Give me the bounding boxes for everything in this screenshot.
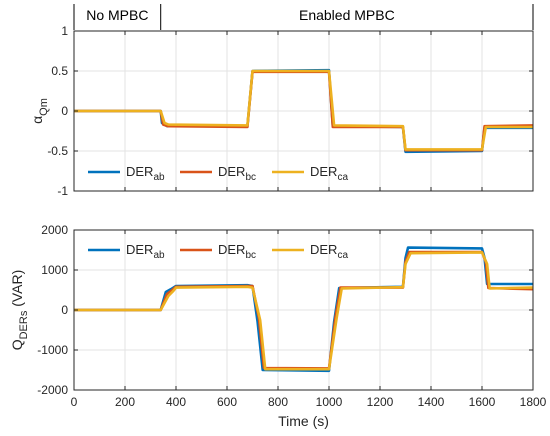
y-tick-label: -1 — [57, 184, 68, 198]
q-panel: -2000 -1000 0 1000 2000 0 200 400 600 800 1000 1200… — [9, 223, 547, 429]
x-tick-label: 1200 — [367, 395, 394, 409]
y-tick-label: 1000 — [41, 263, 68, 277]
y-tick-label: -1000 — [37, 343, 68, 357]
y-tick-label: 0 — [61, 303, 68, 317]
alpha-panel: -1 -0.5 0 0.5 1 αQm DERab DERbc DERca — [29, 24, 534, 198]
legend-label-ca: DERca — [310, 164, 348, 183]
x-axis-label: Time (s) — [278, 413, 329, 429]
legend-label-ab: DERab — [126, 164, 165, 183]
phase-label-right: Enabled MPBC — [299, 7, 395, 23]
y-tick-label: 0 — [61, 104, 68, 118]
legend-label-ca: DERca — [310, 242, 348, 261]
x-tick-label: 800 — [268, 395, 288, 409]
y-tick-label: -0.5 — [47, 144, 68, 158]
series-line-ca — [74, 69, 533, 151]
x-tick-label: 200 — [115, 395, 135, 409]
y-tick-label: 1 — [61, 24, 68, 38]
y-tick-label: 0.5 — [51, 64, 68, 78]
y-tick-label: 2000 — [41, 223, 68, 237]
x-tick-label: 1800 — [520, 395, 547, 409]
series-line-ab — [74, 246, 533, 373]
phase-banner: No MPBC Enabled MPBC — [73, 4, 534, 30]
phase-label-left: No MPBC — [86, 7, 148, 23]
x-tick-label: 0 — [71, 395, 78, 409]
x-tick-label: 400 — [166, 395, 186, 409]
legend-label-ab: DERab — [126, 242, 165, 261]
x-tick-label: 1400 — [418, 395, 445, 409]
y-tick-label: -2000 — [37, 383, 68, 397]
series-line-ca — [74, 251, 534, 371]
x-tick-label: 1000 — [316, 395, 343, 409]
x-tick-label: 1600 — [469, 395, 496, 409]
y-axis-label: QDERs (VAR) — [9, 270, 30, 351]
legend-label-bc: DERbc — [218, 242, 256, 261]
x-tick-label: 600 — [217, 395, 237, 409]
y-axis-label: αQm — [29, 98, 50, 124]
legend-label-bc: DERbc — [218, 164, 256, 183]
